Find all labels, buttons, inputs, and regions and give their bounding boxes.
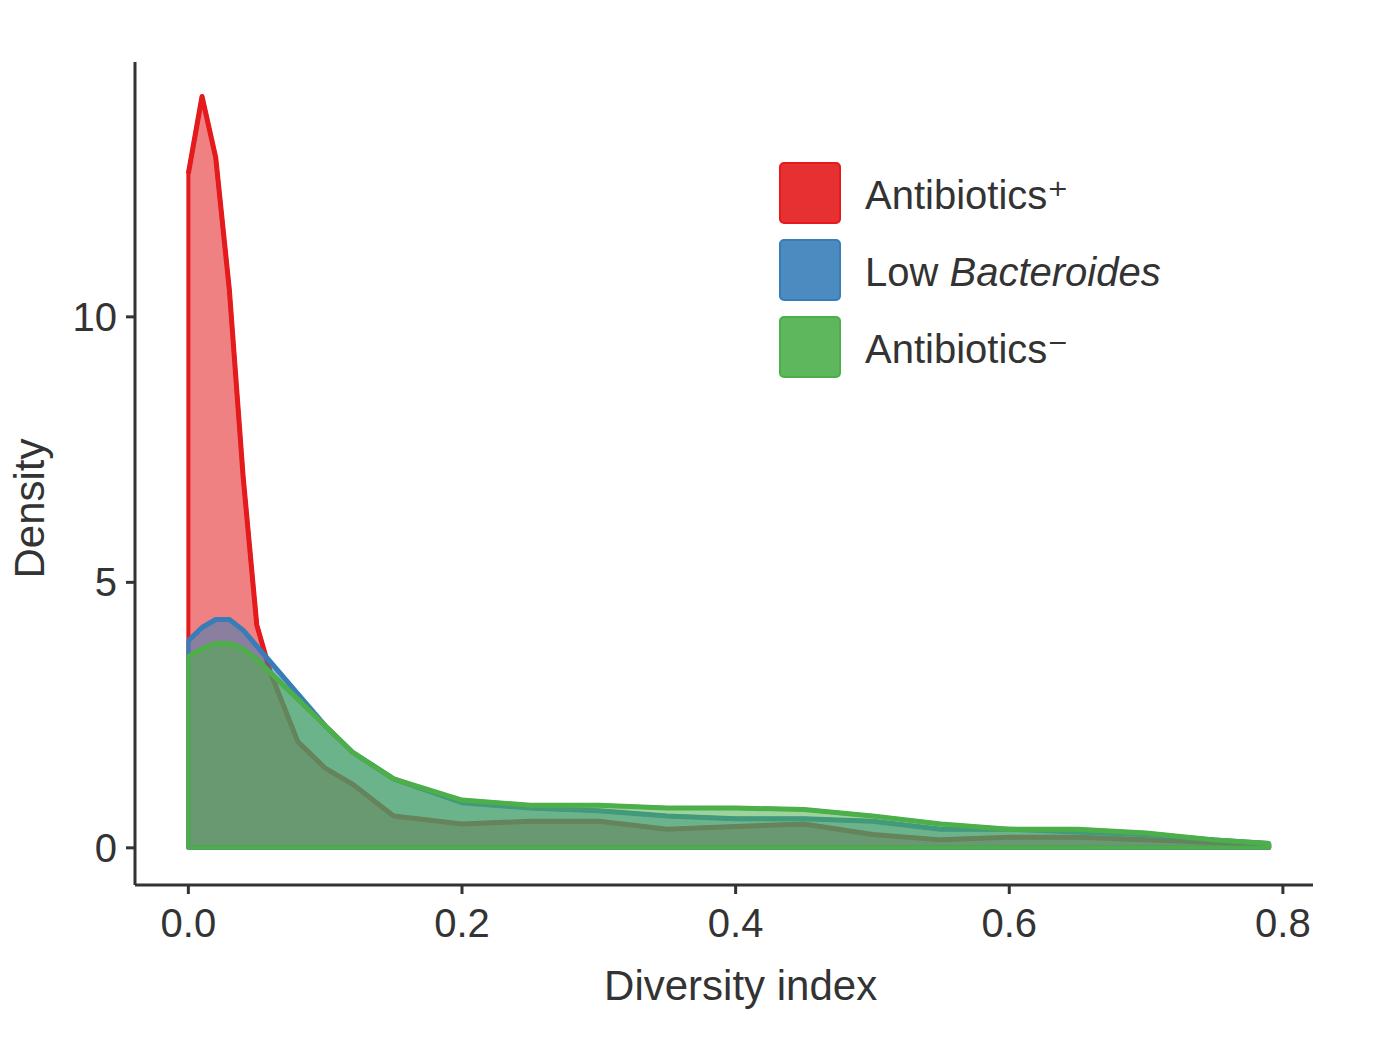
chart: 0.0 0.2 0.4 0.6 0.8 0 5 10 Diversity index Densit…: [0, 0, 1400, 1055]
x-tick: [187, 885, 190, 894]
legend-label: Low Bacteroides: [865, 250, 1161, 294]
x-tick: [460, 885, 463, 894]
density-area: [188, 620, 1269, 848]
x-axis-line: [135, 884, 1313, 887]
density-area: [188, 643, 1269, 847]
x-tick-label: 0.4: [708, 901, 764, 945]
x-tick-label: 0.0: [161, 901, 217, 945]
legend: Antibiotics⁺ Low Bacteroides Antibiotics⁻: [780, 163, 1161, 377]
x-tick-label: 0.2: [434, 901, 490, 945]
x-tick-label: 0.6: [981, 901, 1037, 945]
legend-word: Low: [865, 250, 938, 294]
x-axis-label: Diversity index: [604, 962, 877, 1009]
legend-label: Antibiotics⁺: [865, 173, 1068, 217]
legend-word: Bacteroides: [938, 250, 1160, 294]
density-area: [188, 97, 1269, 848]
y-tick-label: 5: [95, 560, 117, 604]
x-tick-label: 0.8: [1255, 901, 1311, 945]
legend-swatch: [780, 240, 840, 300]
x-tick: [1281, 885, 1284, 894]
legend-word: Antibiotics⁻: [865, 327, 1068, 371]
y-tick: [126, 846, 135, 849]
legend-label: Antibiotics⁻: [865, 327, 1068, 371]
y-tick-label: 10: [73, 295, 118, 339]
x-tick: [734, 885, 737, 894]
x-tick: [1008, 885, 1011, 894]
legend-swatch: [780, 163, 840, 223]
density-line: [188, 97, 1269, 846]
y-tick: [126, 581, 135, 584]
y-tick-label: 0: [95, 826, 117, 870]
y-tick: [126, 315, 135, 318]
y-axis-label: Density: [6, 438, 53, 578]
y-axis-line: [134, 62, 137, 885]
legend-swatch: [780, 317, 840, 377]
plot-area: [188, 97, 1269, 848]
legend-word: Antibiotics⁺: [865, 173, 1068, 217]
density-line: [188, 643, 1269, 843]
